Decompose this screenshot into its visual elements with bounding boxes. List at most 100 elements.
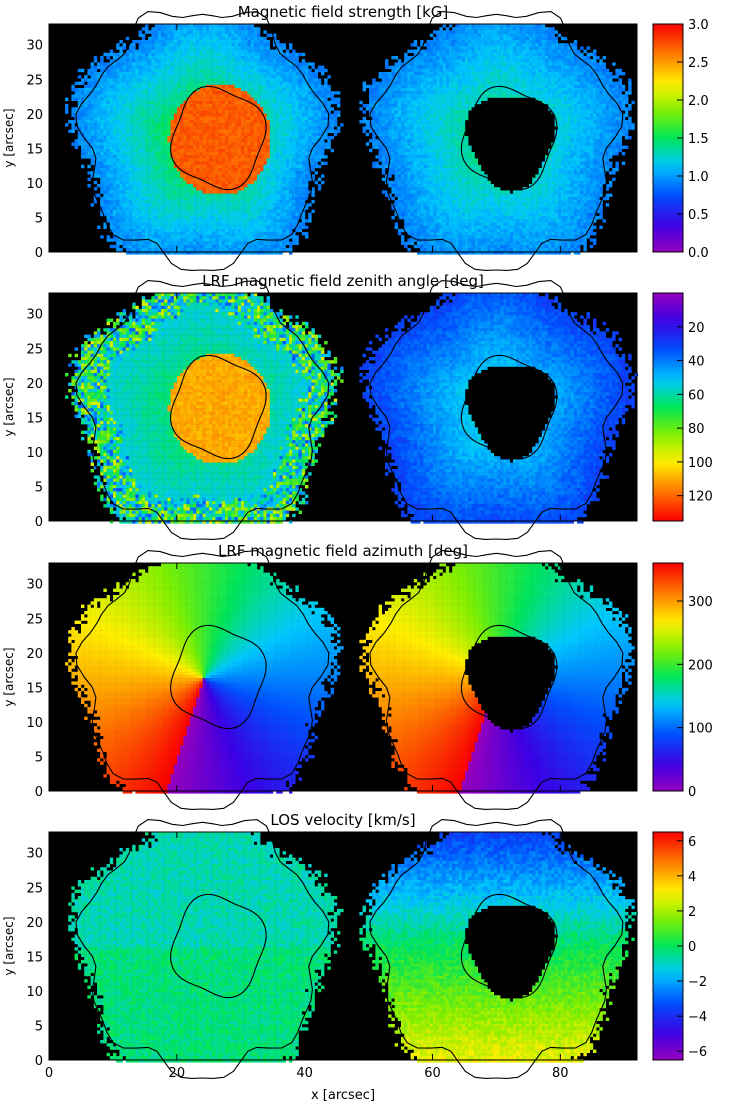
heatmap-cell <box>468 94 472 98</box>
heatmap-cell <box>570 126 574 130</box>
heatmap-cell <box>202 62 206 66</box>
heatmap-cell <box>487 62 491 66</box>
heatmap-cell <box>285 107 290 111</box>
heatmap-cell <box>129 116 133 121</box>
heatmap-cell <box>609 139 613 143</box>
heatmap-cell <box>525 30 530 34</box>
heatmap-cell <box>193 104 197 108</box>
heatmap-cell <box>173 84 178 89</box>
heatmap-cell <box>103 120 107 124</box>
heatmap-cell <box>106 91 110 95</box>
heatmap-cell <box>362 120 366 124</box>
heatmap-cell <box>458 107 462 111</box>
heatmap-cell <box>602 100 606 105</box>
heatmap-cell <box>605 142 610 146</box>
heatmap-cell <box>461 120 466 124</box>
heatmap-cell <box>141 142 146 146</box>
heatmap-cell <box>301 139 306 143</box>
heatmap-cell <box>132 142 136 146</box>
heatmap-cell <box>564 104 568 108</box>
heatmap-cell <box>605 100 610 105</box>
heatmap-cell <box>407 126 411 130</box>
heatmap-cell <box>439 56 443 60</box>
heatmap-cell <box>321 145 325 149</box>
heatmap-cell <box>529 84 533 89</box>
heatmap-cell <box>452 139 456 143</box>
heatmap-cell <box>589 59 594 63</box>
heatmap-cell <box>253 120 258 124</box>
heatmap-cell <box>260 145 264 149</box>
heatmap-cell <box>561 132 565 137</box>
heatmap-cell <box>538 36 542 41</box>
heatmap-cell <box>445 40 450 44</box>
heatmap-cell <box>145 110 149 114</box>
heatmap-cell <box>554 65 558 69</box>
heatmap-cell <box>289 113 293 117</box>
heatmap-cell <box>599 84 603 89</box>
heatmap-cell <box>119 59 123 63</box>
heatmap-cell <box>420 88 424 92</box>
heatmap-cell <box>186 100 190 105</box>
heatmap-cell <box>458 113 462 117</box>
heatmap-cell <box>202 33 206 37</box>
heatmap-cell <box>65 123 69 127</box>
heatmap-cell <box>557 65 562 69</box>
heatmap-cell <box>570 116 574 121</box>
heatmap-cell <box>628 107 632 111</box>
heatmap-cell <box>474 49 478 53</box>
heatmap-cell <box>193 116 197 121</box>
heatmap-cell <box>161 84 165 89</box>
heatmap-cell <box>404 88 408 92</box>
heatmap-cell <box>628 126 632 130</box>
heatmap-cell <box>295 59 299 63</box>
heatmap-cell <box>557 46 562 50</box>
heatmap-cell <box>413 104 418 108</box>
heatmap-cell <box>129 132 133 137</box>
heatmap-cell <box>567 49 571 53</box>
heatmap-cell <box>423 113 427 117</box>
heatmap-cell <box>321 104 325 108</box>
heatmap-cell <box>567 56 571 60</box>
heatmap-cell <box>129 94 133 98</box>
heatmap-cell <box>410 59 414 63</box>
heatmap-cell <box>151 110 155 114</box>
heatmap-cell <box>407 49 411 53</box>
heatmap-cell <box>455 24 459 28</box>
heatmap-cell <box>164 65 168 69</box>
heatmap-cell <box>228 120 232 124</box>
heatmap-cell <box>289 120 293 124</box>
heatmap-cell <box>522 33 526 37</box>
heatmap-cell <box>554 62 558 66</box>
heatmap-cell <box>218 139 222 143</box>
heatmap-cell <box>151 132 155 137</box>
heatmap-cell <box>138 43 142 47</box>
heatmap-cell <box>93 136 98 140</box>
heatmap-cell <box>468 40 472 44</box>
heatmap-cell <box>311 123 315 127</box>
heatmap-cell <box>298 110 302 114</box>
heatmap-cell <box>90 110 94 114</box>
heatmap-cell <box>375 110 379 114</box>
heatmap-cell <box>557 104 562 108</box>
heatmap-cell <box>90 129 94 133</box>
heatmap-cell <box>109 129 114 133</box>
heatmap-cell <box>135 139 139 143</box>
heatmap-cell <box>468 104 472 108</box>
heatmap-cell <box>327 126 331 130</box>
heatmap-cell <box>84 123 88 127</box>
heatmap-cell <box>589 94 594 98</box>
heatmap-cell <box>506 88 510 92</box>
heatmap-cell <box>266 43 270 47</box>
heatmap-cell <box>429 139 434 143</box>
heatmap-cell <box>493 94 498 98</box>
heatmap-cell <box>385 78 389 82</box>
heatmap-cell <box>541 94 546 98</box>
heatmap-cell <box>314 78 318 82</box>
heatmap-cell <box>596 142 600 146</box>
heatmap-cell <box>209 142 213 146</box>
heatmap-cell <box>426 78 430 82</box>
heatmap-cell <box>541 81 546 85</box>
heatmap-cell <box>269 100 274 105</box>
heatmap-cell <box>378 142 382 146</box>
heatmap-cell <box>180 49 184 53</box>
